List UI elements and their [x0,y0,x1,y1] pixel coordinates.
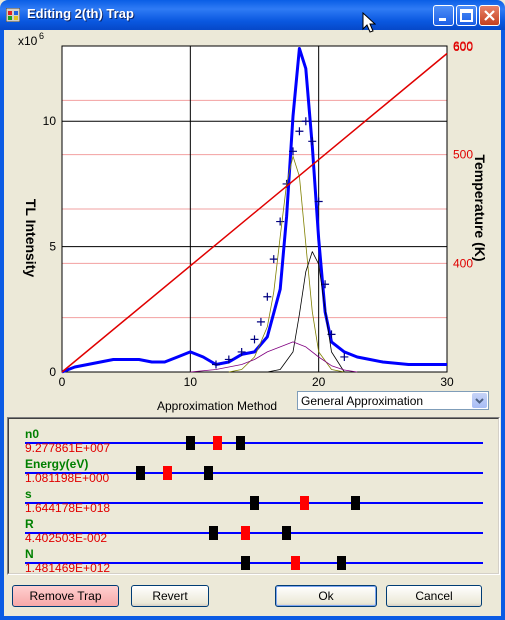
data-point-marker [237,347,246,356]
data-point-marker [321,280,330,289]
parameter-bound-handle[interactable] [350,496,360,510]
y-tick-label: 0 [49,365,56,379]
data-point-marker [289,147,297,156]
x-tick-label: 10 [184,375,198,389]
y2-tick-label: 500 [453,148,473,162]
parameter-value: 1.481469E+012 [25,561,111,575]
y-tick-label: 10 [43,114,57,128]
parameter-value: 1.644178E+018 [25,501,111,515]
parameter-slider-track[interactable] [25,442,483,444]
window-frame-right [501,30,505,620]
y2-tick-label: 400 [453,256,473,270]
cancel-button[interactable]: Cancel [386,585,482,607]
revert-button[interactable]: Revert [131,585,209,607]
minimize-button[interactable] [433,5,454,26]
window-frame-bottom [0,616,505,620]
approximation-method-value: General Approximation [301,394,424,408]
component-curve [267,251,345,373]
data-point-marker [250,335,259,344]
y-multiplier-exponent: 6 [39,31,44,41]
mouse-cursor-icon [362,12,376,33]
parameters-panel: n0 9.277861E+007 Energy(eV) 1.081198E+000 s 1… [7,417,500,575]
data-point-marker [212,360,220,369]
parameter-bound-handle[interactable] [185,436,195,450]
data-point-marker [256,317,265,326]
parameter-bound-handle[interactable] [208,526,218,540]
parameter-name: R [25,517,34,531]
temperature-line [61,52,448,373]
window-frame-left [0,30,4,620]
approximation-method-select[interactable]: General Approximation [297,391,489,410]
parameter-slider-track[interactable] [25,562,483,564]
parameter-value-handle[interactable] [300,496,310,510]
parameter-bound-handle[interactable] [250,496,259,510]
parameter-value: 1.081198E+000 [25,471,110,485]
parameter-name: n0 [25,427,40,441]
parameter-name: s [25,487,32,501]
parameter-value-handle[interactable] [291,556,301,570]
data-point-marker [340,352,349,361]
parameter-name: Energy(eV) [25,457,89,471]
data-point-marker [308,137,317,146]
y2-axis-label: Temperature (K) [472,154,488,261]
x-tick-label: 20 [312,375,326,389]
parameter-bound-handle[interactable] [240,556,250,570]
chevron-down-icon [475,398,484,404]
data-point-marker [295,127,304,136]
data-point-marker [224,355,233,364]
data-point-marker [276,217,285,226]
x-tick-label: 30 [440,375,454,389]
x-tick-label: 0 [59,375,66,389]
close-button[interactable] [479,5,500,26]
parameter-value-handle[interactable] [213,436,223,450]
parameter-slider-track[interactable] [25,532,483,534]
title-bar: Editing 2(th) Trap [0,0,505,30]
data-point-marker [269,255,278,264]
parameter-value-handle[interactable] [162,466,172,480]
approximation-method-label: Approximation Method [157,399,278,413]
parameter-value: 4.402503E-002 [25,531,108,545]
y-multiplier: x10 [18,34,38,48]
tl-fit-line [61,47,447,374]
data-point-marker [301,117,310,126]
parameter-bound-handle[interactable] [282,526,292,540]
parameter-value: 9.277861E+007 [25,441,111,455]
parameter-bound-handle[interactable] [135,466,145,480]
data-point-marker [263,292,272,301]
ok-button[interactable]: Ok [275,585,377,607]
component-curve [190,341,358,373]
y2-tick-label: 600 [453,40,473,54]
data-point-marker [314,197,323,206]
chart-series [61,47,448,374]
maximize-button[interactable] [456,5,477,26]
dropdown-button[interactable] [472,393,487,408]
y-axis-label: TL Intensity [23,199,39,278]
parameter-name: N [25,547,34,561]
app-icon[interactable] [5,7,21,23]
y2-tick-label: 600 [453,39,473,53]
parameter-bound-handle[interactable] [337,556,347,570]
remove-trap-button[interactable]: Remove Trap [12,585,119,607]
component-curve [228,155,345,373]
y-tick-label: 5 [49,240,56,254]
grid [61,46,448,373]
parameter-bound-handle[interactable] [236,436,246,450]
window-title: Editing 2(th) Trap [27,6,134,21]
parameter-bound-handle[interactable] [204,466,214,480]
parameter-slider-track[interactable] [25,472,483,474]
parameter-value-handle[interactable] [240,526,250,540]
